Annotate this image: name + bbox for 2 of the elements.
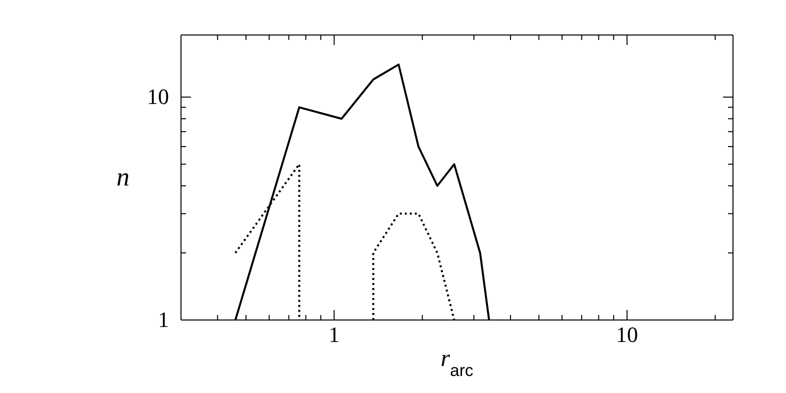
x-axis-title: r$_{arc}$: [440, 346, 474, 380]
y-axis-title: n: [116, 162, 130, 192]
